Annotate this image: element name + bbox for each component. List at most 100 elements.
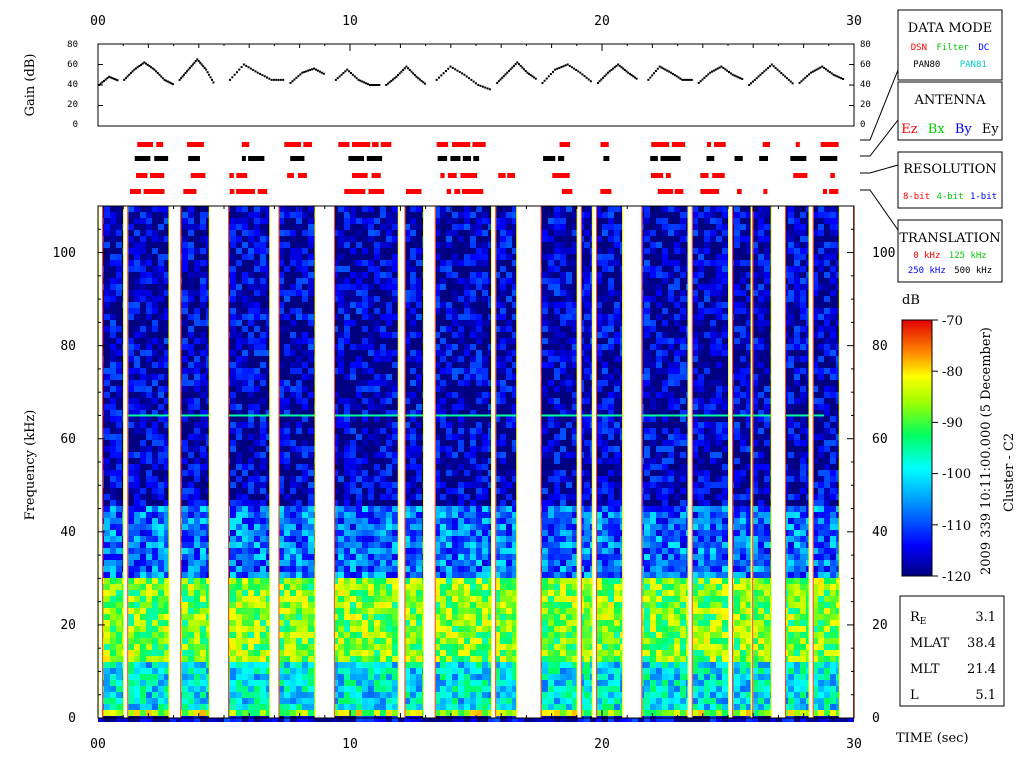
spectrogram-cell	[392, 500, 398, 506]
spectrogram-cell	[260, 476, 266, 482]
spectrogram-cell	[128, 428, 134, 434]
gain-point	[131, 70, 134, 73]
spectrogram-cell	[380, 398, 386, 404]
spectrogram-cell	[152, 266, 158, 272]
spectrogram-cell	[104, 284, 110, 290]
spectrogram-cell	[278, 488, 284, 494]
spectrogram-cell	[368, 716, 374, 722]
status-strip-segment	[706, 142, 712, 147]
spectrogram-cell	[344, 458, 350, 464]
gain-point	[613, 66, 616, 69]
spectrogram-cell	[296, 578, 302, 584]
spectrogram-cell	[248, 326, 254, 332]
spectrogram-cell	[338, 242, 344, 248]
gain-point	[338, 75, 341, 78]
spectrogram-cell	[236, 686, 242, 692]
spectrogram-cell	[308, 416, 314, 422]
spectrogram-cell	[290, 284, 296, 290]
gain-point	[415, 75, 418, 78]
spectrogram-cell	[392, 626, 398, 632]
spectrogram-cell	[362, 290, 368, 296]
gain-point	[620, 66, 623, 69]
spectrogram-cell	[266, 428, 272, 434]
gain-point	[677, 76, 680, 79]
spectrogram-cell	[356, 260, 362, 266]
spectrogram-cell	[362, 464, 368, 470]
spectrogram-cell	[296, 368, 302, 374]
spectrogram-cell	[146, 470, 152, 476]
gain-point	[400, 70, 403, 73]
spectrogram-cell	[362, 578, 368, 584]
spectrogram-cell	[104, 704, 110, 710]
spectrogram-cell	[404, 398, 410, 404]
spectrogram-cell	[278, 320, 284, 326]
spectrogram-cell	[290, 602, 296, 608]
spectrogram-cell	[386, 254, 392, 260]
spectrogram-cell	[284, 206, 290, 212]
spectrogram-cell	[386, 266, 392, 272]
gain-point	[499, 78, 502, 81]
spectrogram-cell	[392, 638, 398, 644]
spectrogram-cell	[236, 386, 242, 392]
status-strip-segment	[154, 156, 169, 161]
spectrogram-cell	[128, 272, 134, 278]
spectrogram-cell	[242, 452, 248, 458]
spectrogram-cell	[140, 650, 146, 656]
gain-point	[350, 72, 352, 75]
spectrogram-cell	[116, 344, 122, 350]
spectrogram-cell	[278, 344, 284, 350]
spectrogram-cell	[278, 608, 284, 614]
spectrogram-cell	[194, 206, 200, 212]
spectrogram-cell	[284, 290, 290, 296]
spectrogram-cell	[194, 608, 200, 614]
spectrogram-cell	[290, 272, 296, 278]
spectrogram-cell	[308, 482, 314, 488]
spectrogram-cell	[110, 434, 116, 440]
spectrogram-cell	[254, 638, 260, 644]
spectrogram-cell	[284, 596, 290, 602]
spectrogram-cell	[290, 278, 296, 284]
spectrogram-cell	[116, 452, 122, 458]
spectrogram-cell	[194, 626, 200, 632]
spectrogram-cell	[116, 290, 122, 296]
spectrogram-cell	[254, 356, 260, 362]
spectrogram-cell	[230, 404, 236, 410]
spectrogram-cell	[242, 326, 248, 332]
spectrogram-cell	[296, 410, 302, 416]
spectrogram-cell	[392, 392, 398, 398]
spectrogram-cell	[134, 692, 140, 698]
spectrogram-cell	[374, 668, 380, 674]
spectrogram-cell	[134, 632, 140, 638]
spectrogram-cell	[140, 446, 146, 452]
gain-point	[398, 72, 401, 75]
spectrogram-cell	[158, 620, 164, 626]
spectrogram-cell	[140, 464, 146, 470]
spectrogram-cell	[290, 314, 296, 320]
spectrogram-cell	[182, 644, 188, 650]
gain-point	[233, 73, 236, 76]
gain-point	[203, 66, 206, 69]
spectrogram-cell	[182, 434, 188, 440]
spectrogram-cell	[278, 482, 284, 488]
spectrogram-cell	[200, 416, 206, 422]
spectrogram-cell	[128, 350, 134, 356]
spectrogram-cell	[254, 680, 260, 686]
spectrogram-cell	[236, 392, 242, 398]
spectrogram-cell	[356, 374, 362, 380]
spectrogram-cell	[344, 506, 350, 512]
gain-point	[151, 67, 154, 70]
spectrogram-cell	[278, 506, 284, 512]
spectrogram-cell	[236, 320, 242, 326]
spectrogram-cell	[290, 212, 296, 218]
spectrogram-cell	[194, 500, 200, 506]
spectrogram-cell	[134, 236, 140, 242]
gain-point	[633, 76, 636, 79]
gain-point	[277, 78, 280, 81]
spectrogram-cell	[356, 338, 362, 344]
spectrogram-cell	[116, 284, 122, 290]
spectrogram-cell	[338, 584, 344, 590]
spectrogram-cell	[362, 536, 368, 542]
spectrogram-cell	[104, 446, 110, 452]
spectrogram-cell	[248, 698, 254, 704]
spectrogram-cell	[284, 488, 290, 494]
